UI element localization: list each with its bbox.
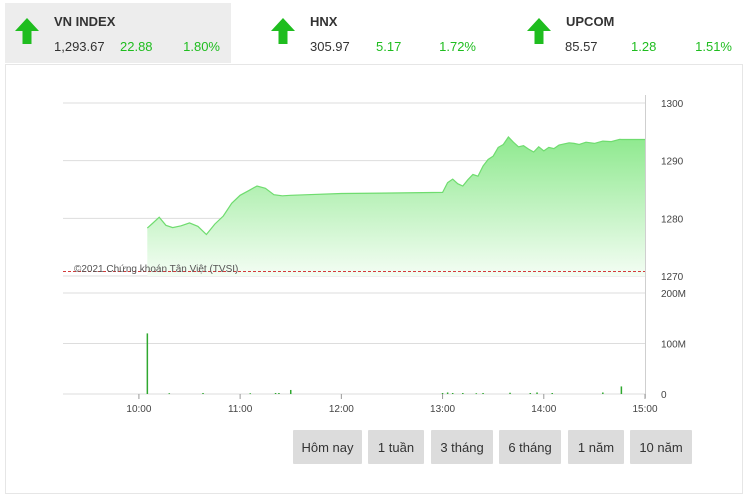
volume-bar [475,393,478,395]
volume-bar [620,386,623,394]
price-tick-label: 1280 [661,214,684,225]
index-tabs: VN INDEX 1,293.67 22.88 1.80% HNX 305.97… [5,3,743,63]
tab-vn-index[interactable]: VN INDEX 1,293.67 22.88 1.80% [5,3,231,63]
range-button-3-months[interactable]: 3 tháng [431,430,493,464]
index-change: 22.88 [120,39,153,54]
index-percent: 1.51% [695,39,732,54]
index-name: HNX [310,14,338,29]
intraday-chart: ©2021 Chứng khoán Tân Việt (TVSI) 1300 12… [63,95,686,415]
volume-bar [274,392,277,394]
x-tick-label: 12:00 [329,404,354,415]
range-button-today[interactable]: Hôm nay [293,430,362,464]
index-name: VN INDEX [54,14,116,29]
x-tick-label: 13:00 [430,404,455,415]
volume-bar [146,333,149,394]
index-percent: 1.72% [439,39,476,54]
x-tick-label: 10:00 [126,404,151,415]
x-tick-label: 11:00 [228,404,253,415]
volume-bar [602,392,604,394]
volume-tick-label: 0 [661,390,667,401]
volume-bar [551,392,553,394]
index-value: 85.57 [565,39,598,54]
range-button-10-years[interactable]: 10 năm [630,430,692,464]
index-value: 1,293.67 [54,39,105,54]
volume-tick-label: 200M [661,289,686,300]
volume-bar [462,392,464,394]
x-tick-label: 15:00 [632,404,657,415]
volume-tick-label: 100M [661,340,686,351]
range-button-6-months[interactable]: 6 tháng [499,430,561,464]
arrow-up-icon [527,18,551,44]
price-tick-label: 1290 [661,157,684,168]
index-percent: 1.80% [183,39,220,54]
volume-bar [278,392,280,394]
range-button-1-week[interactable]: 1 tuần [368,430,424,464]
watermark: ©2021 Chứng khoán Tân Việt (TVSI) [74,264,238,275]
volume-bar [289,389,292,394]
volume-bar [446,392,449,394]
volume-bar [509,392,511,394]
x-axis-ticks: 10:00 11:00 12:00 13:00 14:00 15:00 [126,394,658,415]
range-button-1-year[interactable]: 1 năm [568,430,624,464]
volume-bar [249,393,252,395]
volume-bar [168,393,171,395]
index-name: UPCOM [566,14,615,29]
index-value: 305.97 [310,39,350,54]
price-area [147,137,646,276]
y-axis-ticks: 1300 1290 1280 1270 200M 100M 0 [661,99,686,401]
volume-bar [529,392,532,394]
x-tick-label: 14:00 [531,404,556,415]
volume-bar [441,392,444,394]
index-change: 5.17 [376,39,402,54]
volume-bar [202,392,204,394]
volume-bars [146,333,623,395]
arrow-up-icon [271,18,295,44]
tab-upcom[interactable]: UPCOM 85.57 1.28 1.51% [517,3,743,63]
arrow-up-icon [15,18,39,44]
volume-bar [482,392,484,394]
price-tick-label: 1300 [661,99,684,110]
price-tick-label: 1270 [661,272,684,283]
volume-bar [536,392,538,394]
volume-bar [451,392,454,394]
index-change: 1.28 [631,39,657,54]
chart-panel [5,64,743,494]
price-line [146,136,645,236]
tab-hnx[interactable]: HNX 305.97 5.17 1.72% [261,3,487,63]
